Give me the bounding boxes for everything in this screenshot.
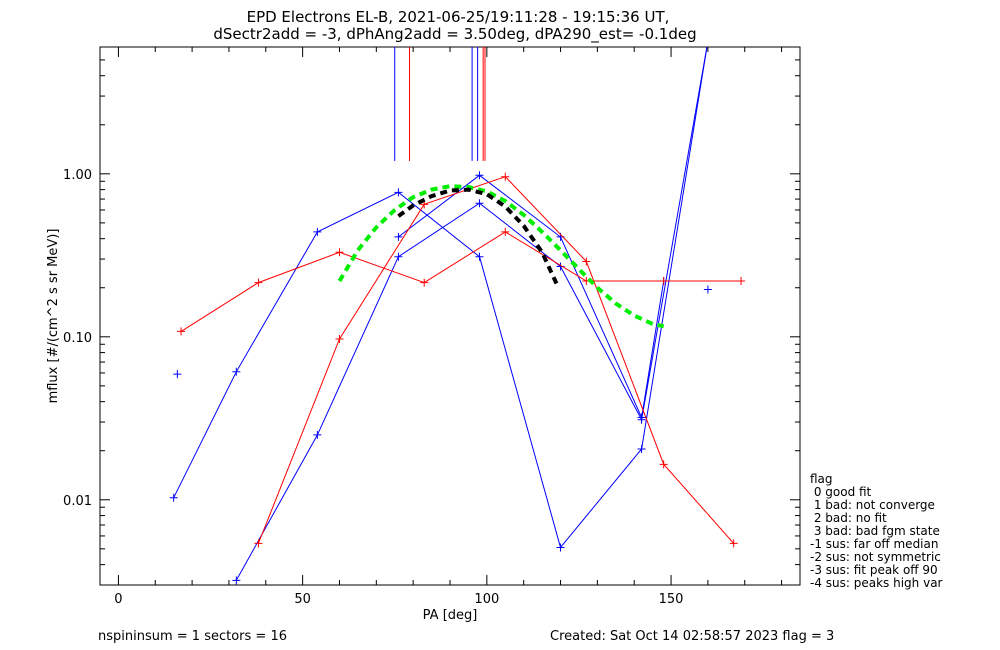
series-2-point-3: [637, 413, 646, 422]
series-3-point-0: [177, 327, 186, 336]
legend-item-0: 0 good fit: [810, 485, 872, 499]
series-1-point-3: [475, 199, 484, 208]
x-tick-label-1: 50: [294, 592, 311, 607]
series-0-point-1: [232, 367, 241, 376]
y-axis-label: mflux [#/(cm^2 s sr MeV)]: [46, 229, 61, 404]
legend-item-6: -3 sus: fit peak off 90: [810, 563, 938, 577]
y-tick-label-2: 1.00: [63, 168, 92, 183]
series-0-line: [173, 47, 708, 549]
fit-curve-0: [337, 184, 665, 329]
axis-ticks: 0 50 100 150 0.01 0.10 1.00: [63, 46, 800, 607]
legend-item-1: 1 bad: not converge: [810, 498, 935, 512]
series-0-point-4: [475, 252, 484, 261]
series-4-point-3: [501, 172, 510, 181]
series-3-point-2: [335, 248, 344, 257]
plot-marks: [169, 37, 746, 585]
series-3-line: [180, 231, 742, 332]
legend-item-2: 2 bad: no fit: [810, 511, 887, 525]
flag-legend: flag 0 good fit 1 bad: not converge 2 ba…: [810, 472, 943, 590]
legend-item-5: -2 sus: not symmetric: [810, 550, 941, 564]
y-tick-label-1: 0.10: [63, 331, 92, 346]
series-3-point-1: [254, 278, 263, 287]
y-tick-label-0: 0.01: [63, 494, 92, 509]
series-4-point-6: [729, 539, 738, 548]
series-2-point-0: [394, 232, 403, 241]
footer-left: nspininsum = 1 sectors = 16: [98, 629, 287, 644]
series-4-point-0: [254, 539, 263, 548]
series-1-point-1: [313, 430, 322, 439]
series-2-line: [398, 174, 665, 420]
x-tick-label-3: 150: [659, 592, 684, 607]
series-3-point-7: [737, 276, 746, 285]
series-4-point-5: [659, 460, 668, 469]
chart-title-line2: dSectr2add = -3, dPhAng2add = 3.50deg, d…: [213, 25, 696, 44]
series-1-point-6: [704, 37, 712, 45]
series-0-point-3: [394, 188, 403, 197]
fit-curve-1: [397, 187, 559, 286]
x-axis-label: PA [deg]: [423, 608, 478, 623]
series-5-point-0: [173, 370, 182, 379]
footer-right: Created: Sat Oct 14 02:58:57 2023 flag =…: [550, 629, 834, 644]
series-3-point-4: [501, 227, 510, 236]
series-0-point-0: [169, 493, 178, 502]
series-1-point-2: [394, 252, 403, 261]
series-1-point-0: [232, 576, 241, 585]
legend-title: flag: [810, 472, 833, 486]
series-0-point-6: [637, 444, 646, 453]
series-2-point-1: [475, 171, 484, 180]
legend-item-3: 3 bad: bad fgm state: [810, 524, 940, 538]
series-0-point-5: [556, 543, 565, 552]
series-0-point-2: [313, 227, 322, 236]
series-3-point-6: [659, 276, 668, 285]
series-4-point-1: [335, 334, 344, 343]
legend-item-7: -4 sus: peaks high var: [810, 576, 943, 590]
x-tick-label-0: 0: [114, 592, 122, 607]
x-tick-label-2: 100: [474, 592, 499, 607]
series-6-point-0: [703, 285, 712, 294]
series-0-point-7: [704, 37, 712, 45]
legend-item-4: -1 sus: far off median: [810, 537, 938, 551]
series-4-line: [257, 176, 735, 544]
series-3-point-3: [420, 278, 429, 287]
chart-title-line1: EPD Electrons EL-B, 2021-06-25/19:11:28 …: [247, 8, 670, 26]
series-4-point-4: [582, 257, 591, 266]
